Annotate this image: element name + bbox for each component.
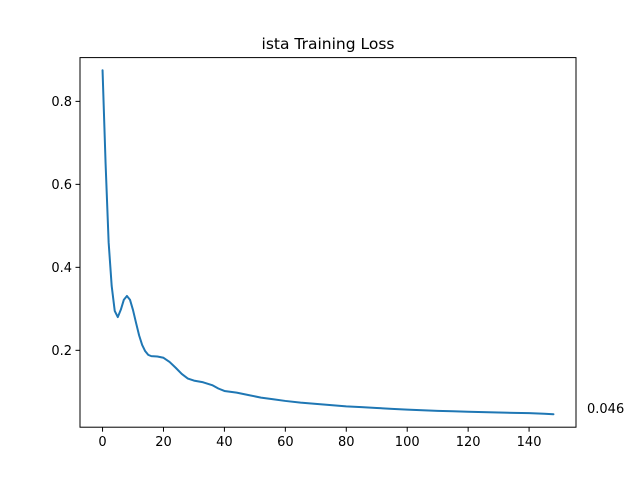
x-tick-label: 0 — [98, 435, 106, 450]
x-tick-label: 40 — [216, 435, 233, 450]
y-tick-label: 0.8 — [51, 95, 72, 110]
x-tick-label: 20 — [155, 435, 172, 450]
x-tick-label: 140 — [517, 435, 542, 450]
series-layer — [101, 69, 555, 416]
plot-area-frame — [79, 57, 577, 428]
x-tick-label: 120 — [456, 435, 481, 450]
y-tick-label: 0.2 — [51, 344, 72, 359]
y-tick-label: 0.6 — [51, 178, 72, 193]
y-axis-ticks: 0.2 0.4 0.6 0.8 — [51, 95, 80, 359]
y-tick-label: 0.4 — [51, 261, 72, 276]
x-tick-label: 60 — [277, 435, 294, 450]
x-axis-ticks: 0 20 40 60 80 100 120 140 — [98, 427, 541, 450]
final-loss-annotation: 0.046 — [587, 402, 624, 417]
chart-title: ista Training Loss — [262, 35, 395, 53]
x-tick-label: 100 — [395, 435, 420, 450]
annotation-layer: 0.046 — [587, 402, 624, 417]
x-tick-label: 80 — [338, 435, 355, 450]
loss-series-line — [101, 69, 555, 416]
